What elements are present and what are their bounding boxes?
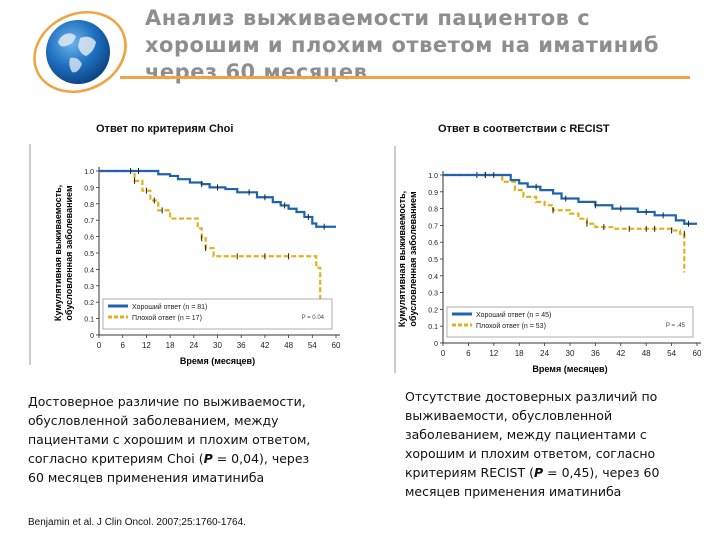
- poor-response-curve: [443, 173, 686, 273]
- x-tick-label: 12: [142, 341, 151, 350]
- citation: Benjamin et al. J Clin Oncol. 2007;25:17…: [28, 517, 246, 528]
- x-tick-label: 30: [566, 349, 575, 358]
- y-tick-label: 0.8: [84, 202, 94, 209]
- title-line-2: хорошим и плохим ответом на иматиниб: [145, 33, 660, 57]
- y-tick-label: 0.5: [84, 251, 94, 258]
- x-tick-label: 54: [667, 349, 676, 358]
- x-tick-label: 12: [489, 349, 498, 358]
- x-tick-label: 42: [260, 341, 269, 350]
- x-tick-label: 48: [284, 341, 293, 350]
- x-tick-label: 36: [237, 341, 246, 350]
- y-tick-label: 0: [90, 333, 94, 340]
- legend-good-label: Хороший ответ (n = 81): [132, 303, 207, 311]
- y-tick-label: 0.3: [428, 291, 438, 298]
- y-tick-label: 0.1: [428, 324, 438, 331]
- y-axis-label-line2: обусловленная заболеванием: [64, 185, 74, 321]
- poor-response-curve: [99, 169, 322, 306]
- x-tick-label: 60: [693, 349, 702, 358]
- y-axis-label-line1: Кумулятивная выживаемость,: [397, 191, 407, 327]
- left-panel-title: Ответ по критериям Choi: [96, 123, 234, 135]
- y-tick-label: 1.0: [84, 169, 94, 176]
- legend-good-label: Хороший ответ (n = 45): [476, 311, 551, 319]
- y-tick-label: 0.7: [84, 218, 94, 225]
- y-tick-label: 0.6: [428, 240, 438, 247]
- y-tick-label: 0.2: [428, 307, 438, 314]
- x-tick-label: 0: [441, 349, 446, 358]
- x-tick-label: 18: [166, 341, 175, 350]
- x-tick-label: 60: [332, 341, 341, 350]
- slide-title: Анализ выживаемости пациентов с хорошим …: [145, 5, 715, 86]
- x-tick-label: 30: [213, 341, 222, 350]
- y-tick-label: 1.0: [428, 173, 438, 180]
- good-response-curve: [443, 173, 697, 225]
- right-description: Отсутствие достоверных различий по выжив…: [405, 389, 660, 499]
- x-tick-label: 6: [120, 341, 125, 350]
- title-line-3: через 60 месяцев: [145, 60, 368, 84]
- legend-poor-label: Плохой ответ (n = 53): [476, 322, 546, 330]
- x-tick-label: 18: [515, 349, 524, 358]
- legend-box: [446, 306, 694, 338]
- left-description: Достоверное различие по выживаемости, об…: [28, 394, 311, 485]
- x-tick-label: 24: [189, 341, 198, 350]
- globe-logo: [33, 10, 127, 94]
- p-value-label: P = 0.04: [302, 315, 325, 321]
- right-panel-title: Ответ в соответствии с RECIST: [438, 123, 610, 135]
- y-tick-label: 0.2: [84, 300, 94, 307]
- y-axis-label-line2: обусловленная заболеванием: [408, 191, 418, 327]
- x-tick-label: 0: [97, 341, 102, 350]
- y-tick-label: 0.4: [428, 274, 438, 281]
- x-tick-label: 24: [540, 349, 549, 358]
- x-tick-label: 6: [466, 349, 471, 358]
- x-axis-label: Время (месяцев): [532, 364, 607, 374]
- y-axis-label-line1: Кумулятивная выживаемость,: [53, 185, 63, 321]
- p-value-label: P = .45: [666, 323, 686, 329]
- x-axis-label: Время (месяцев): [180, 356, 255, 366]
- y-tick-label: 0.3: [84, 284, 94, 291]
- title-divider: [120, 76, 690, 79]
- good-response-curve: [99, 169, 336, 228]
- legend-poor-label: Плохой ответ (n = 17): [132, 314, 202, 322]
- x-tick-label: 42: [616, 349, 625, 358]
- y-tick-label: 0.1: [84, 317, 94, 324]
- y-tick-label: 0.7: [428, 223, 438, 230]
- right-survival-chart: Кумулятивная выживаемость, обусловленная …: [394, 146, 702, 374]
- y-tick-label: 0.6: [84, 235, 94, 242]
- y-tick-label: 0: [434, 341, 438, 348]
- y-tick-label: 0.4: [84, 267, 94, 274]
- y-tick-label: 0.9: [428, 190, 438, 197]
- legend-box: [102, 298, 333, 330]
- y-tick-label: 0.9: [84, 185, 94, 192]
- left-survival-chart: Кумулятивная выживаемость, обусловленная …: [29, 144, 341, 366]
- x-tick-label: 36: [591, 349, 600, 358]
- x-tick-label: 54: [308, 341, 317, 350]
- title-line-1: Анализ выживаемости пациентов с: [145, 6, 591, 30]
- x-tick-label: 48: [642, 349, 651, 358]
- y-tick-label: 0.8: [428, 207, 438, 214]
- y-tick-label: 0.5: [428, 257, 438, 264]
